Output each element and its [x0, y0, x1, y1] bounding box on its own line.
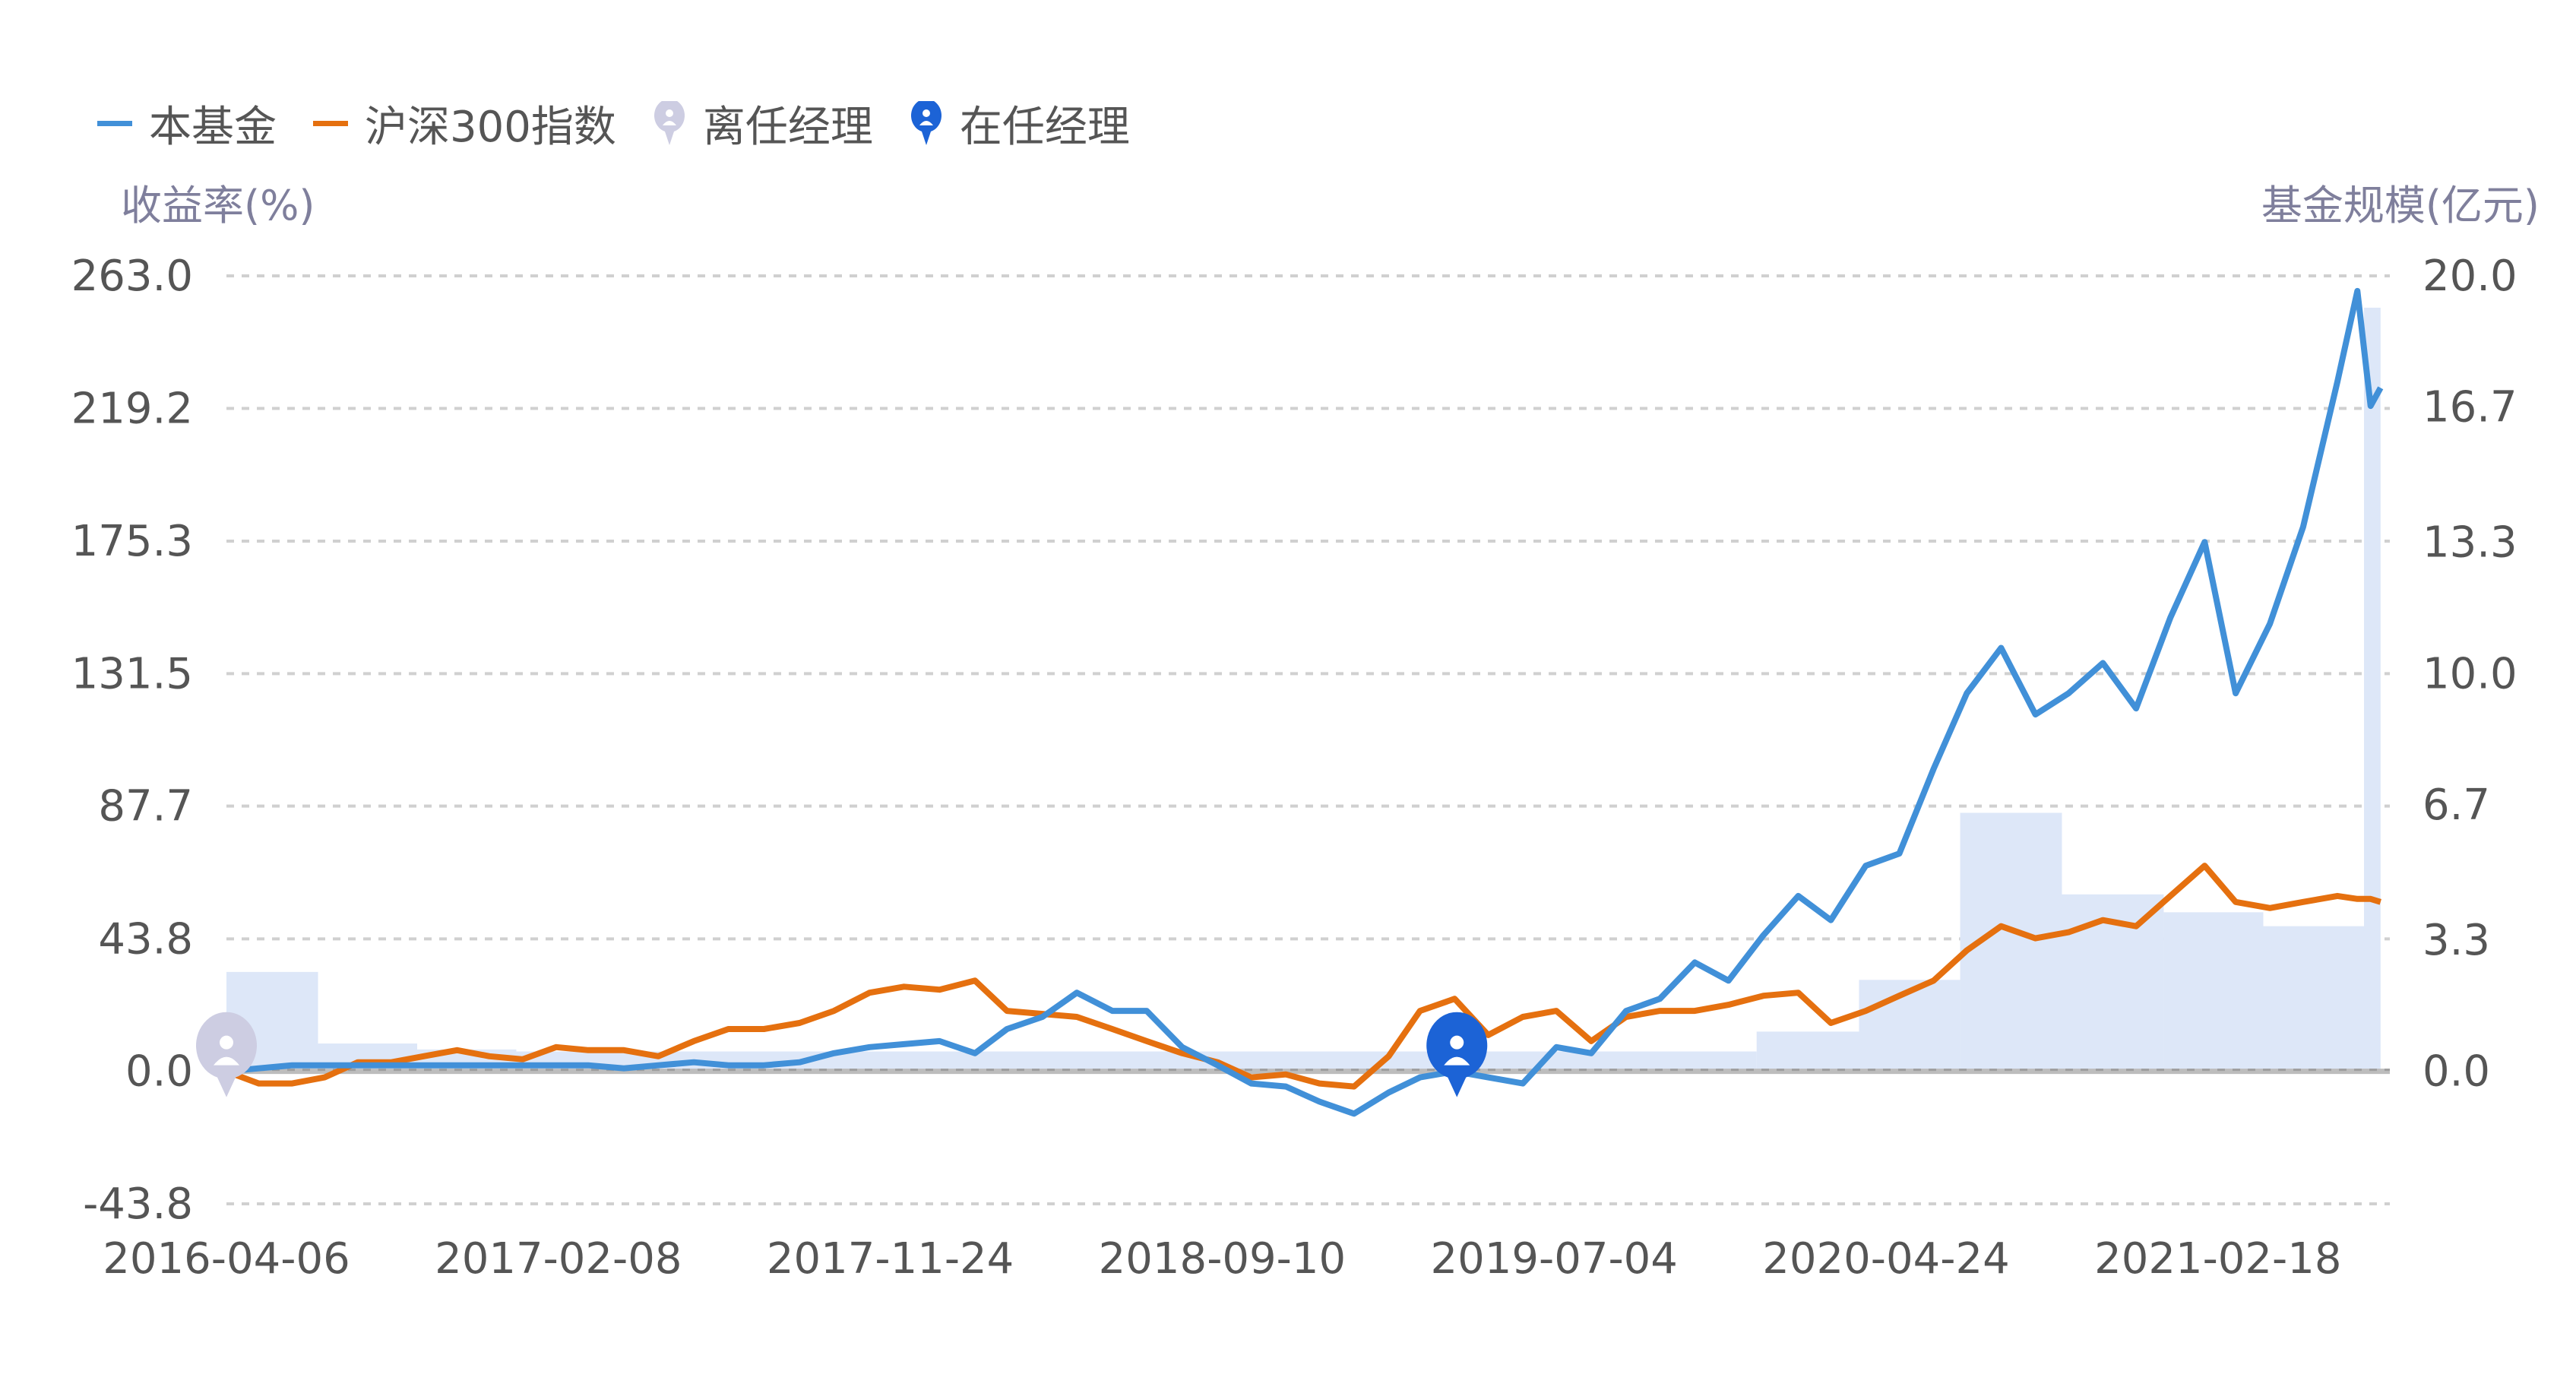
x-tick-label: 2017-11-24	[767, 1234, 1014, 1284]
fund-size-bar	[2363, 307, 2381, 1072]
y-right-tick-label: 16.7	[2423, 383, 2517, 432]
fund-size-bar	[1756, 1031, 1859, 1072]
person-pin-icon	[1426, 1012, 1488, 1097]
person-head	[1450, 1035, 1464, 1050]
y-tick-label: 263.0	[71, 252, 193, 301]
legend-label: 本基金	[149, 103, 277, 152]
legend-item-fund[interactable]: 本基金	[97, 93, 277, 154]
index-line-swatch-icon	[313, 121, 348, 126]
legend-label: 离任经理	[702, 103, 873, 152]
person-body	[214, 1056, 239, 1066]
person-pin-icon	[653, 100, 685, 145]
x-tick-label: 2017-02-08	[435, 1234, 682, 1284]
y-right-tick-label: 10.0	[2423, 649, 2517, 698]
person-pin-icon	[910, 100, 941, 145]
legend-item-index[interactable]: 沪深300指数	[313, 93, 616, 154]
y-tick-label: 131.5	[71, 649, 193, 698]
current-manager-marker	[1426, 1012, 1488, 1097]
y-tick-label: -43.8	[83, 1180, 193, 1229]
y-tick-label: 175.3	[71, 517, 193, 566]
left-axis-title: 收益率(%)	[121, 182, 315, 230]
right-axis-title: 基金规模(亿元)	[2261, 182, 2540, 230]
y-tick-label: 219.2	[71, 384, 193, 433]
x-tick-label: 2021-02-18	[2094, 1234, 2341, 1284]
fund-size-bar	[2263, 926, 2364, 1072]
y-right-tick-label: 6.7	[2423, 781, 2490, 830]
person-head	[220, 1035, 233, 1050]
legend: 本基金 沪深300指数 离任经理 在任经理	[97, 93, 1166, 154]
legend-item-former-manager[interactable]: 离任经理	[653, 93, 873, 154]
fund-return-line	[226, 287, 2384, 1117]
person-body	[1444, 1056, 1470, 1066]
y-tick-label: 87.7	[98, 782, 193, 831]
former-manager-marker	[196, 1012, 257, 1097]
x-tick-label: 2018-09-10	[1099, 1234, 1346, 1284]
fund-line-swatch-icon	[97, 121, 132, 126]
x-tick-label: 2020-04-24	[1762, 1234, 2009, 1284]
fund-size-bar	[1859, 980, 1960, 1072]
x-tick-label: 2016-04-06	[103, 1234, 350, 1284]
y-tick-label: 43.8	[98, 914, 193, 964]
y-right-tick-label: 0.0	[2423, 1047, 2490, 1097]
index-return-line	[225, 863, 2381, 1090]
y-right-tick-label: 13.3	[2423, 518, 2517, 568]
x-tick-label: 2019-07-04	[1430, 1234, 1677, 1284]
fund-size-bar	[2163, 912, 2264, 1072]
legend-label: 在任经理	[959, 103, 1130, 152]
legend-item-current-manager[interactable]: 在任经理	[910, 93, 1130, 154]
legend-label: 沪深300指数	[365, 103, 616, 152]
y-right-tick-label: 3.3	[2423, 916, 2490, 965]
y-tick-label: 0.0	[125, 1047, 193, 1097]
person-pin-icon	[196, 1012, 257, 1097]
y-right-tick-label: 20.0	[2423, 252, 2517, 301]
